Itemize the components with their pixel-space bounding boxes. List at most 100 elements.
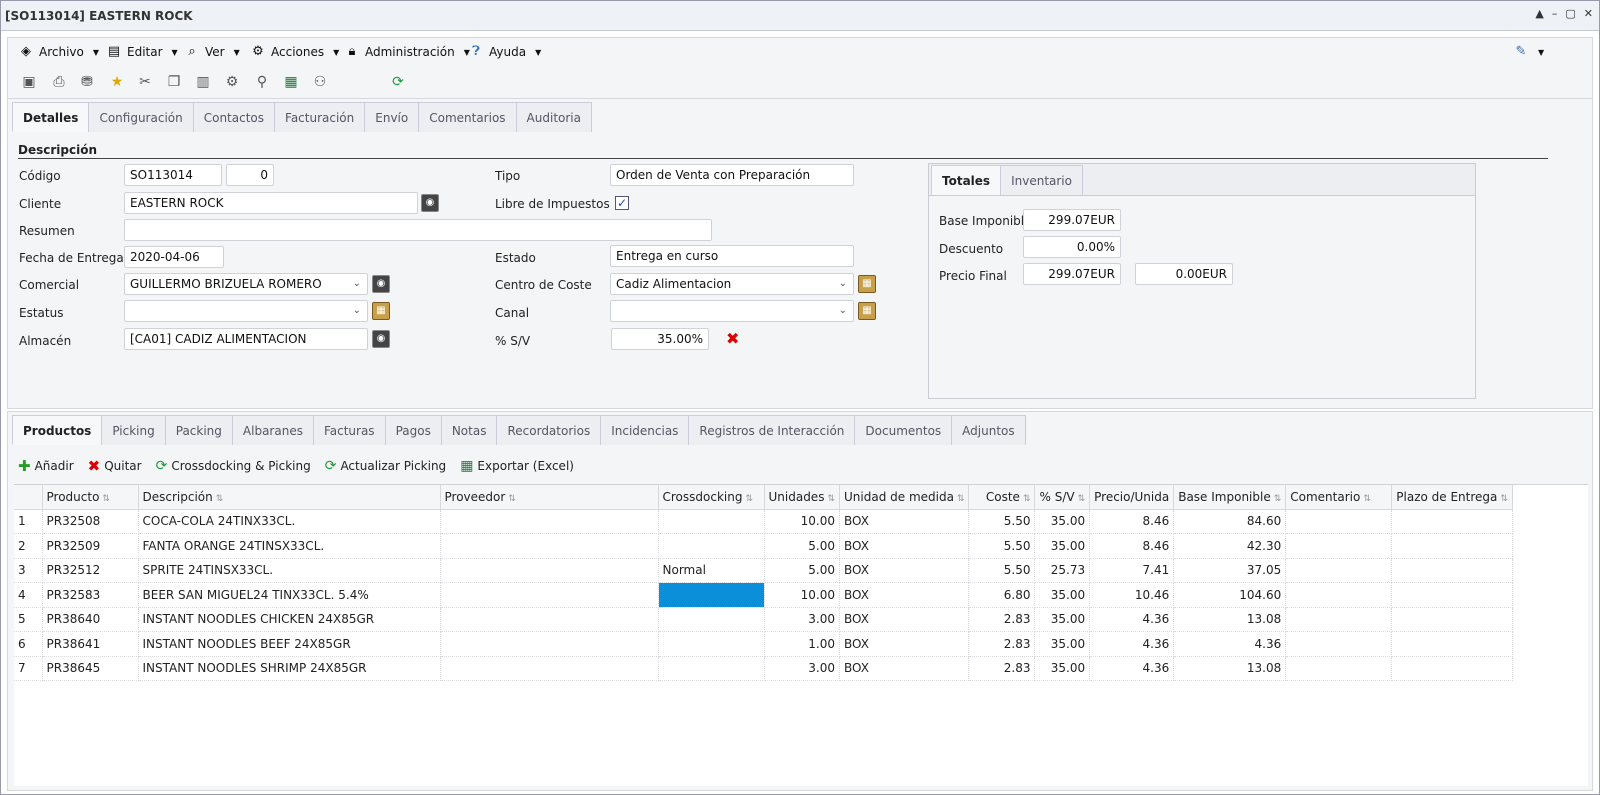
resumen-field[interactable] [124,219,712,241]
cell-base[interactable]: 104.60 [1173,582,1287,608]
tab-notas[interactable]: Notas [440,415,498,445]
cell-base[interactable]: 13.08 [1173,656,1287,681]
cell-precio[interactable]: 7.41 [1089,558,1175,583]
cell-coste[interactable]: 5.50 [968,509,1036,534]
stamp-icon[interactable]: ⛃ [81,74,93,90]
col-unidad-medida[interactable]: Unidad de medida ⇅ [839,485,970,510]
cliente-field[interactable]: EASTERN ROCK [124,192,418,214]
comercial-select[interactable]: GUILLERMO BRIZUELA ROMERO ⌄ [124,273,368,295]
cell-descripcion[interactable]: INSTANT NOODLES BEEF 24X85GR [138,631,441,657]
cell-plazo[interactable] [1391,607,1513,632]
cut-icon[interactable]: ✂ [139,74,151,90]
minimize-icon[interactable]: – [1551,7,1558,20]
centro-select[interactable]: Cadiz Alimentacion ⌄ [610,273,854,295]
final2-field[interactable]: 0.00EUR [1135,263,1233,285]
cell-cross[interactable] [658,656,765,681]
cell-proveedor[interactable] [440,656,659,681]
tab-facturas[interactable]: Facturas [312,415,386,445]
cell-um[interactable]: BOX [839,607,970,632]
cell-descripcion[interactable]: SPRITE 24TINSX33CL. [138,558,441,583]
descuento-field[interactable]: 0.00% [1023,236,1121,258]
tab-packing[interactable]: Packing [164,415,233,445]
codigo-rev-field[interactable]: 0 [226,164,274,186]
tab-adjuntos[interactable]: Adjuntos [951,415,1026,445]
cell-comentario[interactable] [1285,607,1393,632]
cell-sv[interactable]: 35.00 [1034,533,1091,559]
eye-icon[interactable]: ◉ [372,275,390,293]
cell-coste[interactable]: 6.80 [968,582,1036,608]
cell-cross[interactable] [658,631,765,657]
tab-incidencias[interactable]: Incidencias [600,415,690,445]
final-field[interactable]: 299.07EUR [1023,263,1121,285]
export-excel-button[interactable]: ▦ Exportar (Excel) [460,458,574,474]
cell-coste[interactable]: 2.83 [968,631,1036,657]
cell-descripcion[interactable]: COCA-COLA 24TINX33CL. [138,509,441,534]
users-icon[interactable]: ⚇ [313,74,327,90]
tab-comentarios[interactable]: Comentarios [418,102,517,132]
cell-coste[interactable]: 2.83 [968,607,1036,632]
cell-um[interactable]: BOX [839,558,970,583]
remove-button[interactable]: ✖ Quitar [88,457,142,475]
cell-cross[interactable] [658,509,765,534]
cell-precio[interactable]: 10.46 [1089,582,1175,608]
fecha-field[interactable]: 2020-04-06 [124,246,224,268]
cell-sv[interactable]: 35.00 [1034,656,1091,681]
close-icon[interactable]: ✕ [1583,7,1593,20]
print-icon[interactable]: ⎙ [53,74,65,90]
menu-administracion[interactable]: 🔒︎ Administración ▼ [344,44,470,60]
menu-ayuda[interactable]: ❓︎ Ayuda ▼ [468,44,541,60]
cell-precio[interactable]: 8.46 [1089,533,1175,559]
tab-detalles[interactable]: Detalles [12,102,90,132]
cell-precio[interactable]: 4.36 [1089,656,1175,681]
cell-unidades[interactable]: 1.00 [764,631,840,657]
cell-um[interactable]: BOX [839,656,970,681]
cell-plazo[interactable] [1391,631,1513,657]
cell-producto[interactable]: PR32508 [42,509,139,534]
cell-comentario[interactable] [1285,582,1393,608]
cell-producto[interactable]: PR38645 [42,656,139,681]
cell-um[interactable]: BOX [839,509,970,534]
cell-sv[interactable]: 35.00 [1034,607,1091,632]
tab-facturacion[interactable]: Facturación [274,102,366,132]
gears-icon[interactable]: ⚙ [225,74,239,90]
cell-producto[interactable]: PR38641 [42,631,139,657]
tab-inventario[interactable]: Inventario [1000,165,1083,195]
codigo-field[interactable]: SO113014 [124,164,222,186]
menu-ver[interactable]: ⌕ Ver ▼ [184,44,239,60]
cell-plazo[interactable] [1391,558,1513,583]
col-sv[interactable]: % S/V ⇅ [1034,485,1091,510]
cell-precio[interactable]: 8.46 [1089,509,1175,534]
cell-coste[interactable]: 5.50 [968,533,1036,559]
tab-picking[interactable]: Picking [101,415,166,445]
cell-descripcion[interactable]: FANTA ORANGE 24TINSX33CL. [138,533,441,559]
cell-plazo[interactable] [1391,509,1513,534]
cell-unidades[interactable]: 5.00 [764,533,840,559]
table-row[interactable]: 6 PR38641 INSTANT NOODLES BEEF 24X85GR 1.00… [14,631,1513,657]
cell-proveedor[interactable] [440,582,659,608]
estatus-select[interactable]: ⌄ [124,300,368,322]
star-icon[interactable]: ★ [110,74,124,90]
tab-totales[interactable]: Totales [931,165,1002,195]
cell-comentario[interactable] [1285,631,1393,657]
cell-unidades[interactable]: 3.00 [764,656,840,681]
cell-descripcion[interactable]: INSTANT NOODLES SHRIMP 24X85GR [138,656,441,681]
cell-producto[interactable]: PR32583 [42,582,139,608]
cell-descripcion[interactable]: BEER SAN MIGUEL24 TINX33CL. 5.4% [138,582,441,608]
clear-icon[interactable]: ✖ [726,329,740,348]
col-descripcion[interactable]: Descripción ⇅ [138,485,441,510]
col-comentario[interactable]: Comentario ⇅ [1285,485,1393,510]
user-menu[interactable]: ✎ ▼ [1513,44,1545,60]
col-plazo[interactable]: Plazo de Entrega ⇅ [1391,485,1513,510]
sv-field[interactable]: 35.00% [611,328,709,350]
cell-base[interactable]: 84.60 [1173,509,1287,534]
table-row[interactable]: 7 PR38645 INSTANT NOODLES SHRIMP 24X85GR 3.… [14,656,1513,681]
cell-base[interactable]: 13.08 [1173,607,1287,632]
table-row[interactable]: 5 PR38640 INSTANT NOODLES CHICKEN 24X85GR 3… [14,607,1513,632]
cell-comentario[interactable] [1285,533,1393,559]
table-row[interactable]: 4 PR32583 BEER SAN MIGUEL24 TINX33CL. 5.4%… [14,582,1513,608]
cell-unidades[interactable]: 5.00 [764,558,840,583]
col-proveedor[interactable]: Proveedor ⇅ [440,485,659,510]
table-row[interactable]: 1 PR32508 COCA-COLA 24TINX33CL. 10.00 BOX 5.5… [14,509,1513,534]
add-button[interactable]: ✚ Añadir [18,457,74,475]
tipo-field[interactable]: Orden de Venta con Preparación [610,164,854,186]
